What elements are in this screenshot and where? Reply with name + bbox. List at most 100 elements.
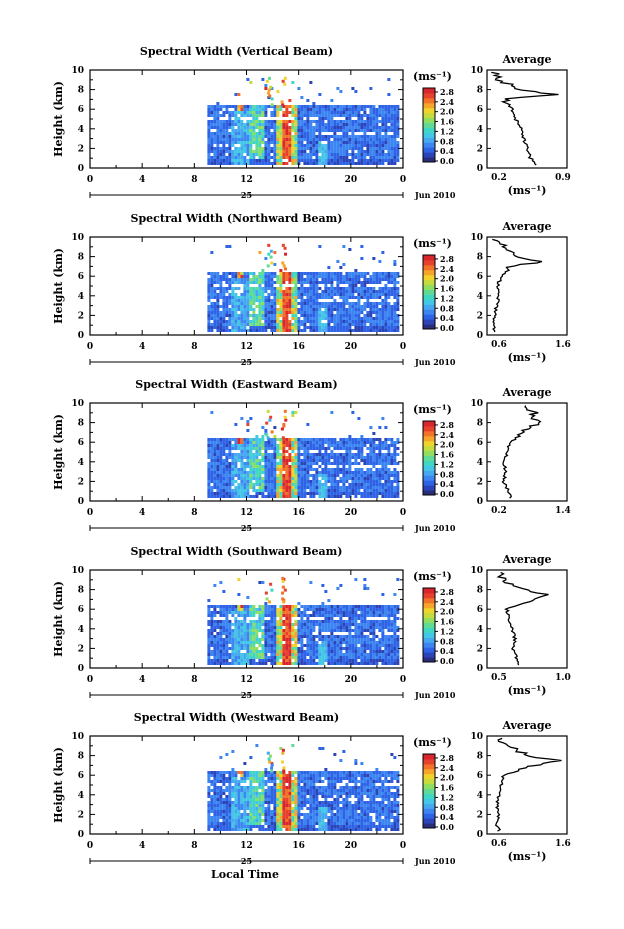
- colorbar-tick-label: 0.0: [440, 822, 454, 832]
- x-tick-label: 8: [191, 342, 197, 352]
- colorbar-segment: [423, 602, 435, 609]
- average-x-tick-label: 0.6: [491, 839, 507, 849]
- colorbar-tick-label: 1.2: [440, 126, 454, 136]
- colorbar-segment: [423, 255, 435, 261]
- average-y-tick-label: 4: [477, 125, 483, 135]
- colorbar-segment: [423, 425, 435, 432]
- x-tick-label: 0: [400, 675, 406, 685]
- date-month-label: Jun 2010: [414, 190, 456, 200]
- average-frame: [486, 69, 568, 169]
- y-tick-label: 2: [78, 810, 84, 820]
- colorbar-segment: [423, 470, 435, 476]
- average-y-tick-label: 10: [470, 233, 483, 243]
- average-title: Average: [501, 719, 551, 732]
- colorbar-segment: [423, 450, 435, 457]
- average-y-tick-label: 0: [477, 497, 483, 507]
- average-y-tick-label: 6: [477, 105, 483, 115]
- colorbar-tick-label: 2.4: [440, 264, 454, 274]
- colorbar-segment: [423, 480, 435, 486]
- y-tick-label: 0: [78, 830, 84, 840]
- y-axis-label: Height (km): [52, 747, 65, 823]
- y-tick-label: 6: [78, 272, 84, 282]
- colorbar-tick-label: 2.4: [440, 597, 454, 607]
- y-tick-label: 10: [71, 732, 84, 742]
- average-y-tick-label: 8: [477, 752, 483, 762]
- y-tick-label: 2: [78, 477, 84, 487]
- x-tick-label: 0: [400, 175, 406, 185]
- x-tick-label: 16: [292, 508, 305, 518]
- average-title: Average: [501, 220, 551, 233]
- colorbar-segment: [423, 430, 435, 437]
- panel-title: Spectral Width (Westward Beam): [134, 711, 339, 724]
- y-tick-label: 0: [78, 164, 84, 174]
- colorbar-segment: [423, 778, 435, 785]
- y-tick-label: 6: [78, 105, 84, 115]
- panel-title: Spectral Width (Southward Beam): [130, 545, 342, 558]
- average-title: Average: [501, 53, 551, 66]
- colorbar-frame: [422, 420, 436, 496]
- x-tick-label: 16: [292, 675, 305, 685]
- colorbar-tick-label: 0.8: [440, 802, 454, 812]
- colorbar-segment: [423, 637, 435, 643]
- colorbar-segment: [423, 465, 435, 471]
- x-tick-label: 12: [240, 342, 253, 352]
- colorbar-segment: [423, 485, 435, 491]
- colorbar-segment: [423, 813, 435, 819]
- heatmap: [207, 744, 400, 831]
- colorbar-segment: [423, 455, 435, 461]
- y-tick-label: 4: [78, 292, 84, 302]
- heatmap: [207, 409, 400, 498]
- average-y-tick-label: 2: [477, 810, 483, 820]
- y-axis-label: Height (km): [52, 414, 65, 490]
- colorbar-segment: [423, 112, 435, 119]
- panel-title: Spectral Width (Eastward Beam): [135, 378, 337, 391]
- average-y-tick-label: 8: [477, 419, 483, 429]
- colorbar-segment: [423, 592, 435, 599]
- y-tick-label: 8: [78, 586, 84, 596]
- x-tick-label: 0: [87, 342, 93, 352]
- average-y-tick-label: 2: [477, 477, 483, 487]
- average-x-label: (ms⁻¹): [508, 351, 547, 364]
- colorbar-segment: [423, 758, 435, 765]
- colorbar-segment: [423, 798, 435, 804]
- x-axis-label: Local Time: [211, 868, 279, 881]
- y-tick-label: 4: [78, 791, 84, 801]
- colorbar-segment: [423, 264, 435, 271]
- colorbar-segment: [423, 147, 435, 153]
- colorbar-frame: [422, 87, 436, 163]
- panel-3: Spectral Width (Eastward Beam) 0 2 4 6 8 10 Hei…: [52, 378, 571, 533]
- average-frame: [486, 402, 568, 502]
- average-y-tick-label: 4: [477, 625, 483, 635]
- panel-2: Spectral Width (Northward Beam) 0 2 4 6 8 10 He…: [52, 212, 571, 367]
- colorbar-tick-label: 1.6: [440, 617, 454, 627]
- colorbar-tick-label: 2.0: [440, 607, 454, 617]
- y-tick-label: 10: [71, 233, 84, 243]
- average-y-tick-label: 0: [477, 830, 483, 840]
- x-tick-label: 20: [345, 508, 358, 518]
- y-tick-label: 4: [78, 125, 84, 135]
- x-tick-label: 0: [400, 508, 406, 518]
- x-tick-label: 0: [87, 175, 93, 185]
- colorbar-tick-label: 2.0: [440, 773, 454, 783]
- x-tick-label: 20: [345, 675, 358, 685]
- colorbar-segment: [423, 768, 435, 775]
- average-frame: [486, 735, 568, 835]
- heatmap: [207, 576, 400, 665]
- colorbar-segment: [423, 823, 435, 829]
- colorbar-tick-label: 2.0: [440, 107, 454, 117]
- y-tick-label: 6: [78, 438, 84, 448]
- average-y-tick-label: 10: [470, 566, 483, 576]
- colorbar-segment: [423, 294, 435, 300]
- colorbar-tick-label: 0.4: [440, 646, 454, 656]
- x-tick-label: 4: [139, 508, 145, 518]
- y-axis-label: Height (km): [52, 581, 65, 657]
- colorbar-segment: [423, 299, 435, 305]
- heatmap: [207, 243, 400, 332]
- average-x-tick-label: 1.6: [555, 839, 571, 849]
- colorbar-tick-label: 2.8: [440, 254, 454, 264]
- colorbar-tick-label: 0.0: [440, 489, 454, 499]
- y-axis-label: Height (km): [52, 81, 65, 157]
- y-tick-label: 2: [78, 311, 84, 321]
- panel-4: Spectral Width (Southward Beam) 0 2 4 6 8 10 He…: [52, 545, 571, 700]
- average-profile-line: [496, 571, 549, 666]
